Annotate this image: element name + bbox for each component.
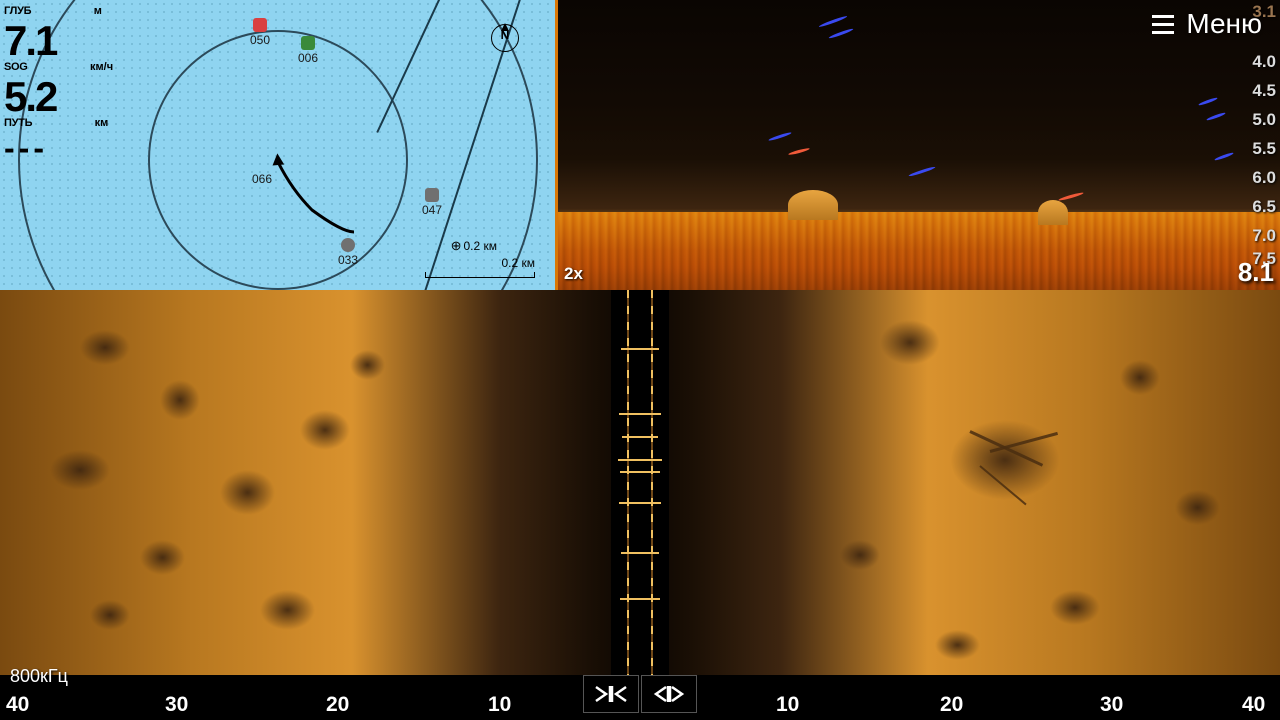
arrows-in-icon <box>594 684 628 704</box>
depth-scale: 3.1 4.0 4.5 5.0 5.5 6.0 6.5 7.0 7.5 <box>1232 0 1276 290</box>
waypoint-icon <box>301 36 315 50</box>
depth-tick: 7.0 <box>1252 226 1276 246</box>
range-tick: 30 <box>1100 693 1123 717</box>
range-tick: 10 <box>488 693 511 717</box>
menu-label: Меню <box>1186 8 1262 40</box>
sonar-return <box>828 28 853 40</box>
range-in-button[interactable] <box>583 675 639 713</box>
depth-tick: 4.0 <box>1252 52 1276 72</box>
waypoint[interactable]: 047 <box>422 188 442 217</box>
waypoint-id: 066 <box>252 172 272 186</box>
boat-track <box>272 160 372 250</box>
range-arrow-controls <box>583 675 697 713</box>
sonar-return <box>768 131 792 141</box>
chart-panel[interactable]: ▲ 050 006 066 047 033 N ГЛУБ <box>0 0 555 290</box>
sonar-return <box>1198 97 1218 107</box>
trip-label: ПУТЬ <box>4 117 32 129</box>
sidescan-panel[interactable]: 800кГц 40 30 20 10 10 20 30 40 <box>0 290 1280 717</box>
waypoint[interactable]: 050 <box>250 18 270 47</box>
sonar-return <box>1206 112 1226 122</box>
bottom-structure <box>788 190 838 220</box>
range-tick: 10 <box>776 693 799 717</box>
sonar-return <box>908 166 936 178</box>
trip-value: --- <box>4 132 113 164</box>
sidescan-port <box>0 290 640 675</box>
waypoint-id: 033 <box>338 253 358 267</box>
sidescan-starboard <box>640 290 1280 675</box>
depth-label: ГЛУБ <box>4 5 31 17</box>
depth-value: 7.1 <box>4 20 113 62</box>
sog-value: 5.2 <box>4 76 113 118</box>
waypoint[interactable]: 033 <box>338 238 358 267</box>
sonar-return <box>1058 191 1084 201</box>
range-out-button[interactable] <box>641 675 697 713</box>
depth-tick: 6.5 <box>1252 197 1276 217</box>
bottom-return <box>558 212 1280 290</box>
downscan-panel[interactable]: 3.1 4.0 4.5 5.0 5.5 6.0 6.5 7.0 7.5 2x 8… <box>555 0 1280 290</box>
zoom-label: 2x <box>564 264 583 284</box>
depth-tick: 4.5 <box>1252 81 1276 101</box>
top-row: ▲ 050 006 066 047 033 N ГЛУБ <box>0 0 1280 290</box>
waypoint-icon <box>341 238 355 252</box>
waypoint-id: 050 <box>250 33 270 47</box>
waypoint[interactable]: 006 <box>298 36 318 65</box>
compass-north-icon: N <box>491 24 519 52</box>
scale-bar: 0.2 км <box>425 256 535 278</box>
sog-unit: км/ч <box>90 62 113 73</box>
depth-tick: 6.0 <box>1252 168 1276 188</box>
waypoint-icon <box>425 188 439 202</box>
depth-tick: 5.0 <box>1252 110 1276 130</box>
range-tick: 20 <box>326 693 349 717</box>
waypoint[interactable]: 066 <box>252 172 272 186</box>
depth-tick: 5.5 <box>1252 139 1276 159</box>
bottom-structure <box>1038 200 1068 225</box>
range-tick: 20 <box>940 693 963 717</box>
depth-reading: 8.1 <box>1238 257 1274 288</box>
range-tick: 30 <box>165 693 188 717</box>
range-ring-label: 0.2 км <box>451 238 497 254</box>
trip-unit: км <box>95 118 109 129</box>
sog-label: SOG <box>4 61 28 73</box>
sonar-return <box>788 147 810 156</box>
sidescan-water-column <box>611 290 669 675</box>
sonar-return <box>818 15 847 28</box>
menu-button[interactable]: Меню <box>1152 8 1262 40</box>
range-tick: 40 <box>1242 693 1265 717</box>
sonar-return <box>1214 152 1234 162</box>
depth-unit: м <box>94 6 102 17</box>
waypoint-id: 047 <box>422 203 442 217</box>
range-tick: 40 <box>6 693 29 717</box>
hamburger-icon <box>1152 15 1174 34</box>
chart-overlay: ГЛУБ м 7.1 SOG км/ч 5.2 ПУТЬ км --- <box>4 2 113 164</box>
arrows-out-icon <box>652 684 686 704</box>
waypoint-id: 006 <box>298 51 318 65</box>
waypoint-icon <box>253 18 267 32</box>
